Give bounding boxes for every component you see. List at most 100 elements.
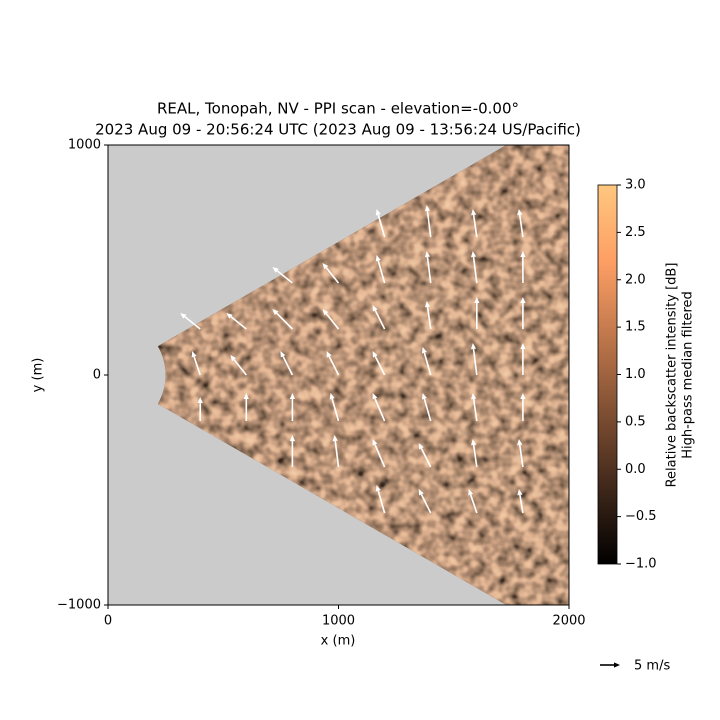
wind-arrow xyxy=(180,313,201,330)
wind-arrow xyxy=(520,393,526,421)
arrow-head xyxy=(421,347,427,354)
wind-arrow xyxy=(418,443,432,468)
title-line: REAL, Tonopah, NV - PPI scan - elevation… xyxy=(157,100,519,118)
arrow-head xyxy=(424,251,431,258)
arrow-head xyxy=(421,393,427,400)
arrow-head xyxy=(424,205,431,212)
arrow-shaft xyxy=(276,270,293,284)
arrow-shaft xyxy=(276,312,293,330)
arrow-head xyxy=(180,313,187,319)
y-tick-label: 1000 xyxy=(68,138,101,153)
wind-arrow xyxy=(329,393,340,422)
arrow-shaft xyxy=(331,398,340,422)
arrow-head xyxy=(243,393,249,399)
wind-arrow xyxy=(517,439,524,468)
wind-arrow xyxy=(332,435,340,468)
arrow-shaft xyxy=(518,444,524,468)
arrow-head xyxy=(470,251,477,258)
wind-arrow xyxy=(280,351,294,376)
arrow-shaft xyxy=(426,210,432,238)
arrow-shaft xyxy=(426,256,432,284)
arrow-shaft xyxy=(472,444,478,468)
arrow-head xyxy=(424,301,431,308)
arrow-head xyxy=(375,209,381,216)
arrow-head xyxy=(418,443,424,450)
arrow-head xyxy=(326,351,332,358)
arrow-head xyxy=(322,263,329,270)
wind-arrow xyxy=(191,351,201,376)
colorbar-tick-label: 2.5 xyxy=(625,225,646,240)
x-axis-label: x (m) xyxy=(321,634,356,649)
wind-arrow xyxy=(372,393,386,422)
y-tick-label: −1000 xyxy=(57,598,101,613)
wind-arrow xyxy=(470,251,478,284)
arrow-shaft xyxy=(472,348,478,376)
wind-arrow xyxy=(322,263,340,284)
arrow-head xyxy=(520,297,526,303)
arrow-head xyxy=(289,435,295,441)
colorbar-label: Relative backscatter intensity [dB] xyxy=(665,263,680,488)
arrow-head xyxy=(375,255,381,262)
arrow-shaft xyxy=(374,444,386,468)
arrow-head xyxy=(289,393,295,399)
wind-arrow xyxy=(471,439,478,468)
quiver xyxy=(180,205,526,514)
arrow-shaft xyxy=(472,256,478,284)
arrow-shaft xyxy=(193,356,201,376)
arrow-head xyxy=(517,209,523,216)
arrow-shaft xyxy=(472,398,478,422)
arrow-head xyxy=(471,393,477,400)
y-tick-label: 0 xyxy=(93,368,101,383)
wind-arrow xyxy=(289,435,295,467)
arrow-head xyxy=(520,251,526,257)
wind-arrow xyxy=(517,489,524,514)
arrow-head xyxy=(520,343,526,349)
arrow-shaft xyxy=(518,214,524,238)
arrow-head xyxy=(372,439,378,446)
arrow-head xyxy=(226,313,233,319)
arrow-shaft xyxy=(334,440,340,468)
arrow-head xyxy=(375,485,381,492)
arrow-head xyxy=(470,343,477,350)
arrow-shaft xyxy=(282,356,294,376)
arrow-head xyxy=(468,489,474,496)
colorbar-label: High-pass median filtered xyxy=(681,291,696,459)
colorbar-tick-label: 0.5 xyxy=(625,414,646,429)
wind-arrow xyxy=(424,301,432,330)
arrow-shaft xyxy=(325,313,340,330)
arrow-shaft xyxy=(374,356,386,376)
wind-arrow xyxy=(468,489,478,514)
arrow-shaft xyxy=(420,448,432,468)
arrow-shaft xyxy=(325,267,340,284)
arrow-head xyxy=(191,351,197,358)
arrow-head xyxy=(272,309,279,316)
x-tick-label: 2000 xyxy=(552,614,585,629)
arrow-shaft xyxy=(328,356,340,376)
arrow-head xyxy=(197,397,203,403)
arrow-head xyxy=(272,267,279,273)
arrow-shaft xyxy=(233,359,247,376)
wind-arrow xyxy=(421,393,432,422)
arrow-shaft xyxy=(472,214,478,238)
arrow-shaft xyxy=(374,398,386,422)
x-tick-label: 0 xyxy=(104,614,112,629)
wind-arrow xyxy=(272,267,293,284)
arrow-head xyxy=(517,439,523,446)
wind-arrow xyxy=(520,297,526,329)
colorbar-tick-label: 0.0 xyxy=(625,462,646,477)
colorbar-tick-label: 1.5 xyxy=(625,320,646,335)
wind-arrow xyxy=(517,209,524,238)
arrow-head xyxy=(614,662,620,668)
arrow-shaft xyxy=(377,214,386,238)
colorbar-tick-label: 2.0 xyxy=(625,272,646,287)
arrow-head xyxy=(230,355,237,362)
wind-arrow xyxy=(326,351,340,376)
colorbar-tick-label: −0.5 xyxy=(625,509,657,524)
x-tick-label: 1000 xyxy=(322,614,355,629)
arrow-head xyxy=(520,393,526,399)
arrow-head xyxy=(329,393,335,400)
arrow-head xyxy=(332,435,338,442)
wind-arrow xyxy=(471,209,478,238)
wind-arrow xyxy=(471,393,478,422)
